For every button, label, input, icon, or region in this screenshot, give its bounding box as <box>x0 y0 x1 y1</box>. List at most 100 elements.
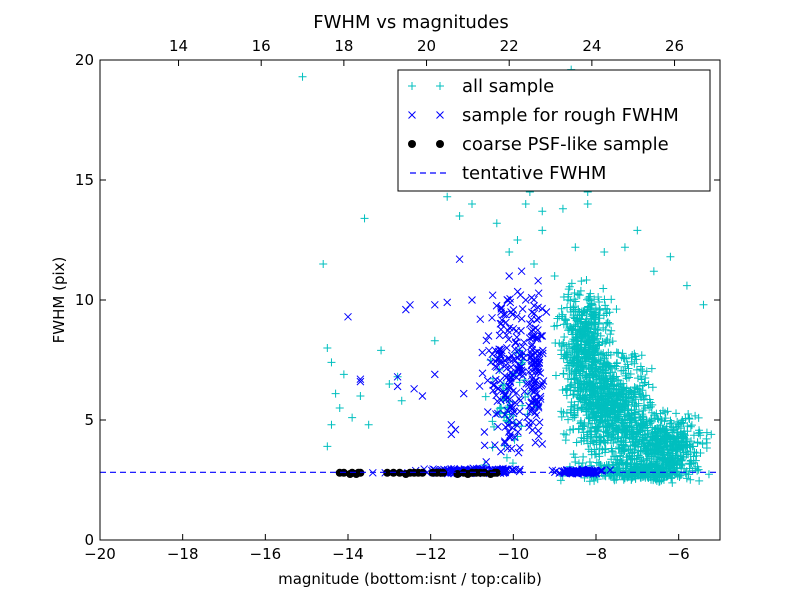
all-sample-point <box>397 396 406 405</box>
all-sample-point <box>571 458 580 467</box>
legend-entry: all sample <box>408 76 554 97</box>
all-sample-point <box>567 350 576 359</box>
rough-fwhm-point <box>468 296 476 304</box>
x-tick-label: −16 <box>250 545 282 563</box>
all-sample-point <box>583 200 592 208</box>
all-sample-point <box>606 409 615 418</box>
all-sample-point <box>657 462 666 471</box>
rough-fwhm-point <box>531 367 540 376</box>
all-sample-point <box>577 385 586 394</box>
all-sample-point <box>508 459 517 468</box>
rough-fwhm-point <box>393 372 402 381</box>
all-sample-point <box>323 442 332 451</box>
all-sample-point <box>638 422 647 431</box>
all-sample-point <box>639 392 648 401</box>
all-sample-point <box>609 389 618 398</box>
all-sample-point <box>605 420 614 429</box>
all-sample-point <box>561 352 570 361</box>
x-tick-label: −10 <box>498 545 530 563</box>
all-sample-point <box>601 406 610 415</box>
all-sample-point <box>589 347 598 356</box>
all-sample-point <box>573 343 582 352</box>
rough-fwhm-point <box>491 357 500 366</box>
all-sample-point <box>564 340 573 349</box>
all-sample-point <box>592 436 601 445</box>
all-sample-point <box>594 293 603 302</box>
all-sample-point <box>602 431 611 440</box>
all-sample-point <box>521 392 530 401</box>
all-sample-point <box>570 289 579 298</box>
all-sample-point <box>481 392 490 401</box>
all-sample-point <box>677 459 686 468</box>
all-sample-point <box>577 277 586 286</box>
all-sample-point <box>599 432 608 441</box>
all-sample-point <box>595 314 604 323</box>
rough-fwhm-point <box>393 382 402 391</box>
top-tick-label: 22 <box>500 37 519 55</box>
rough-fwhm-point <box>508 310 517 319</box>
all-sample-point <box>513 236 522 244</box>
rough-fwhm-point <box>534 426 543 435</box>
all-sample-point <box>566 425 575 434</box>
rough-fwhm-point <box>501 423 510 431</box>
rough-fwhm-point <box>488 291 497 300</box>
all-sample-point <box>621 369 630 378</box>
all-sample-point <box>584 294 593 303</box>
rough-fwhm-point <box>530 301 538 310</box>
all-sample-point <box>688 442 697 451</box>
legend-marker <box>408 140 416 148</box>
all-sample-point <box>591 424 600 433</box>
all-sample-point <box>616 399 625 408</box>
all-sample-point <box>614 384 623 393</box>
rough-fwhm-point <box>534 276 542 285</box>
rough-fwhm-point <box>476 315 485 324</box>
all-sample-point <box>644 461 653 470</box>
all-sample-point <box>707 430 716 439</box>
all-sample-point <box>327 420 336 429</box>
all-sample-point <box>569 355 578 364</box>
x-tick-label: −12 <box>415 545 447 563</box>
all-sample-point <box>557 412 566 421</box>
series-0 <box>298 65 716 487</box>
all-sample-point <box>598 337 607 346</box>
rough-fwhm-point <box>534 289 543 298</box>
all-sample-point <box>583 373 592 382</box>
all-sample-point <box>608 337 617 346</box>
y-tick-label: 10 <box>75 291 94 309</box>
all-sample-point <box>641 404 650 413</box>
rough-fwhm-point <box>482 458 491 466</box>
rough-fwhm-point <box>492 363 501 372</box>
x-tick-label: −8 <box>585 545 607 563</box>
psf-like-point <box>492 468 501 477</box>
all-sample-point <box>592 387 601 396</box>
rough-fwhm-point <box>517 267 526 276</box>
all-sample-point <box>557 304 566 313</box>
all-sample-point <box>579 346 588 355</box>
all-sample-point <box>634 428 643 437</box>
all-sample-point <box>603 426 612 435</box>
rough-fwhm-point <box>535 418 544 427</box>
series-2 <box>335 468 501 478</box>
all-sample-point <box>626 415 635 424</box>
rough-fwhm-point <box>520 338 528 347</box>
all-sample-point <box>348 413 357 422</box>
rough-fwhm-point <box>503 295 512 304</box>
rough-fwhm-point <box>534 326 542 334</box>
all-sample-point <box>575 327 584 336</box>
all-sample-point <box>666 416 675 425</box>
rough-fwhm-point <box>514 448 523 457</box>
all-sample-point <box>588 377 597 386</box>
all-sample-point <box>582 407 591 416</box>
all-sample-point <box>607 326 616 335</box>
all-sample-point <box>586 289 595 298</box>
all-sample-point <box>576 417 585 426</box>
rough-fwhm-point <box>517 314 526 323</box>
all-sample-point <box>648 383 657 392</box>
all-sample-point <box>627 357 636 366</box>
all-sample-point <box>604 318 613 327</box>
psf-like-point <box>383 468 392 477</box>
all-sample-point <box>683 449 692 458</box>
all-sample-point <box>681 435 690 444</box>
rough-fwhm-point <box>509 324 518 333</box>
rough-fwhm-point <box>572 468 581 477</box>
